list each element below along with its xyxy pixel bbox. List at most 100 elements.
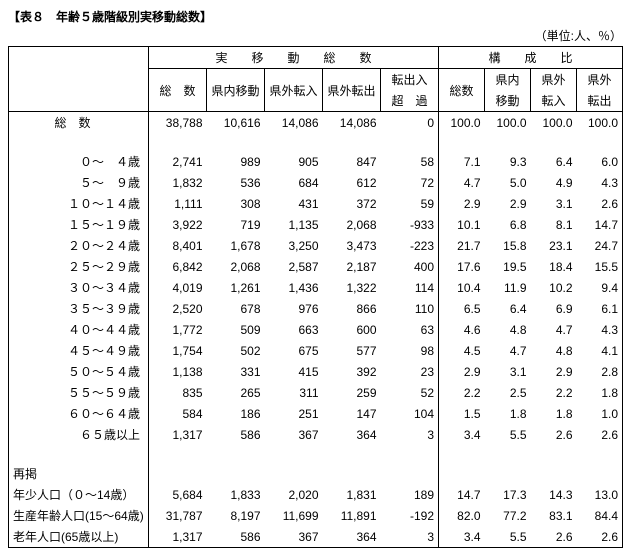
table-row: 年少人口（０～14歳）5,6841,8332,0201,83118914.717… bbox=[9, 484, 623, 505]
cell: 17.3 bbox=[485, 484, 531, 505]
cell: 431 bbox=[265, 193, 323, 214]
cell: 5.5 bbox=[485, 526, 531, 548]
cell: 719 bbox=[207, 214, 265, 235]
cell: 905 bbox=[265, 151, 323, 172]
cell: 5,684 bbox=[149, 484, 207, 505]
cell: 1,436 bbox=[265, 277, 323, 298]
table-row: ４０～４４歳1,772509663600634.64.84.74.3 bbox=[9, 319, 623, 340]
cell: 2.6 bbox=[531, 526, 577, 548]
cell: 1,111 bbox=[149, 193, 207, 214]
data-table: 実 移 動 総 数 構 成 比 総 数 県内移動 県外転入 県外転出 転出入 総… bbox=[8, 46, 623, 548]
cell: 6,842 bbox=[149, 256, 207, 277]
cell: 11.9 bbox=[485, 277, 531, 298]
cell: 536 bbox=[207, 172, 265, 193]
cell: 59 bbox=[381, 193, 439, 214]
cell: 100.0 bbox=[439, 112, 485, 134]
cell: 7.1 bbox=[439, 151, 485, 172]
cell: 2.9 bbox=[485, 193, 531, 214]
cell: 4.8 bbox=[531, 340, 577, 361]
cell: 14.3 bbox=[531, 484, 577, 505]
cell: 3,922 bbox=[149, 214, 207, 235]
cell: 6.5 bbox=[439, 298, 485, 319]
cell: 1,261 bbox=[207, 277, 265, 298]
row-label: １０～１４歳 bbox=[9, 193, 149, 214]
cell: 678 bbox=[207, 298, 265, 319]
cell: 14,086 bbox=[323, 112, 381, 134]
spacer-row bbox=[9, 445, 623, 463]
table-row: 老年人口(65歳以上)1,31758636736433.45.52.62.6 bbox=[9, 526, 623, 548]
cell: 1.8 bbox=[531, 403, 577, 424]
cell: 31,787 bbox=[149, 505, 207, 526]
cell: 600 bbox=[323, 319, 381, 340]
cell: 15.8 bbox=[485, 235, 531, 256]
cell: 9.4 bbox=[577, 277, 623, 298]
cell: 1.5 bbox=[439, 403, 485, 424]
header-out: 県外転出 bbox=[323, 69, 381, 112]
table-row: ６０～６４歳5841862511471041.51.81.81.0 bbox=[9, 403, 623, 424]
row-label: ６５歳以上 bbox=[9, 424, 149, 445]
header-actual-group: 実 移 動 総 数 bbox=[149, 47, 439, 69]
row-label: ４０～４４歳 bbox=[9, 319, 149, 340]
cell: 415 bbox=[265, 361, 323, 382]
cell: 4.7 bbox=[485, 340, 531, 361]
cell: 84.4 bbox=[577, 505, 623, 526]
cell: 6.8 bbox=[485, 214, 531, 235]
cell: 1,754 bbox=[149, 340, 207, 361]
cell: 186 bbox=[207, 403, 265, 424]
cell: 11,891 bbox=[323, 505, 381, 526]
cell: 308 bbox=[207, 193, 265, 214]
cell: 14.7 bbox=[439, 484, 485, 505]
cell: 23 bbox=[381, 361, 439, 382]
row-label: ５５～５９歳 bbox=[9, 382, 149, 403]
cell: 23.1 bbox=[531, 235, 577, 256]
cell: 2.2 bbox=[439, 382, 485, 403]
cell: 5.5 bbox=[485, 424, 531, 445]
table-row: ３０～３４歳4,0191,2611,4361,32211410.411.910.… bbox=[9, 277, 623, 298]
header-r-in-2: 転入 bbox=[531, 90, 577, 112]
row-label: ５～ ９歳 bbox=[9, 172, 149, 193]
cell: 364 bbox=[323, 526, 381, 548]
cell: 21.7 bbox=[439, 235, 485, 256]
cell: 77.2 bbox=[485, 505, 531, 526]
header-r-out-1: 県外 bbox=[577, 69, 623, 91]
cell: 2.6 bbox=[531, 424, 577, 445]
header-r-out-2: 転出 bbox=[577, 90, 623, 112]
row-label: ３０～３４歳 bbox=[9, 277, 149, 298]
header-r-in-1: 県外 bbox=[531, 69, 577, 91]
cell: 4.5 bbox=[439, 340, 485, 361]
cell: 4.9 bbox=[531, 172, 577, 193]
table-row: ４５～４９歳1,754502675577984.54.74.84.1 bbox=[9, 340, 623, 361]
row-label: ２０～２４歳 bbox=[9, 235, 149, 256]
cell: -223 bbox=[381, 235, 439, 256]
cell: 100.0 bbox=[577, 112, 623, 134]
table-row: ５５～５９歳835265311259522.22.52.21.8 bbox=[9, 382, 623, 403]
cell: 311 bbox=[265, 382, 323, 403]
cell: 251 bbox=[265, 403, 323, 424]
cell: 6.0 bbox=[577, 151, 623, 172]
cell: 3.4 bbox=[439, 526, 485, 548]
cell: 400 bbox=[381, 256, 439, 277]
cell: 367 bbox=[265, 424, 323, 445]
cell: 52 bbox=[381, 382, 439, 403]
row-label: ４５～４９歳 bbox=[9, 340, 149, 361]
header-blank bbox=[9, 47, 149, 112]
cell: 2,068 bbox=[207, 256, 265, 277]
header-r-total: 総数 bbox=[439, 69, 485, 112]
cell: 509 bbox=[207, 319, 265, 340]
cell: 1,317 bbox=[149, 424, 207, 445]
cell: 2.9 bbox=[531, 361, 577, 382]
cell: 2.9 bbox=[439, 193, 485, 214]
cell: 4.3 bbox=[577, 319, 623, 340]
cell: -933 bbox=[381, 214, 439, 235]
row-label: ０～ ４歳 bbox=[9, 151, 149, 172]
table-title: 【表８ 年齢５歳階級別実移動総数】 bbox=[8, 8, 622, 25]
header-net-1: 転出入 bbox=[381, 69, 439, 91]
cell: 100.0 bbox=[531, 112, 577, 134]
cell: 4.3 bbox=[577, 172, 623, 193]
header-in: 県外転入 bbox=[265, 69, 323, 112]
cell: 2.5 bbox=[485, 382, 531, 403]
cell: 6.4 bbox=[531, 151, 577, 172]
row-label: ６０～６４歳 bbox=[9, 403, 149, 424]
cell: 3,250 bbox=[265, 235, 323, 256]
row-label: １５～１９歳 bbox=[9, 214, 149, 235]
